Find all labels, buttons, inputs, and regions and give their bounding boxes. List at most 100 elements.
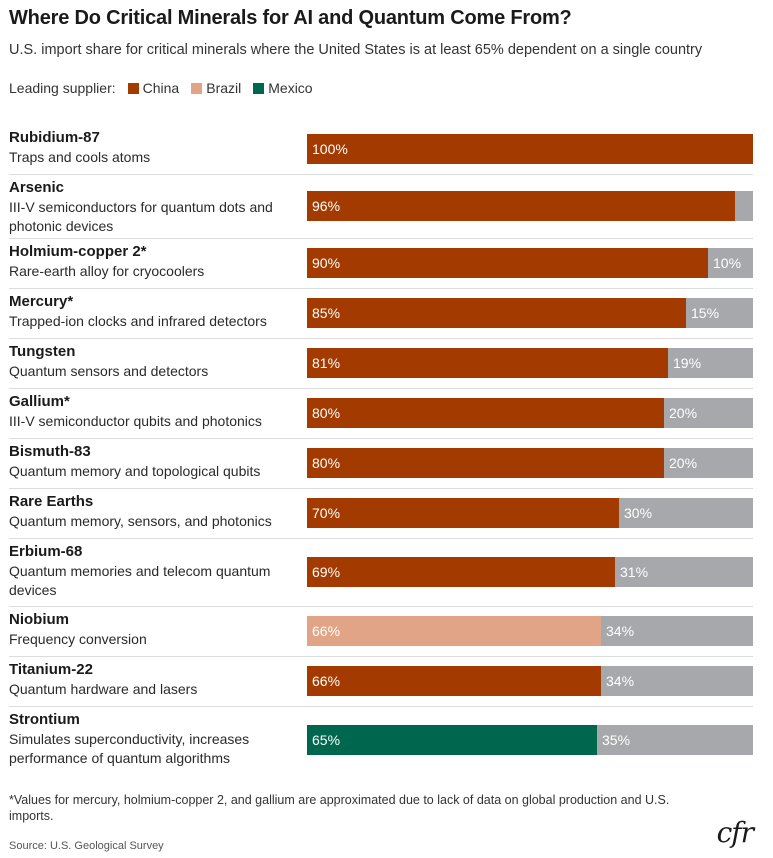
mineral-use: Quantum hardware and lasers — [9, 681, 198, 697]
mineral-name: Niobium — [9, 611, 69, 628]
row-divider — [9, 238, 753, 239]
bar-segment-leading-supplier — [307, 498, 619, 528]
bar-segment-leading-supplier — [307, 191, 735, 221]
mineral-name: Gallium* — [9, 393, 70, 410]
bar-segment-leading-supplier — [307, 557, 615, 587]
mineral-use: Frequency conversion — [9, 631, 147, 647]
legend-swatch-china — [127, 82, 139, 94]
bar-rest-label: 34% — [606, 623, 635, 639]
bar-track: 80% 20% — [307, 398, 753, 428]
bar-segment-leading-supplier — [307, 725, 597, 755]
chart-subtitle: U.S. import share for critical minerals … — [9, 42, 703, 58]
row-divider — [9, 538, 753, 539]
row-divider — [9, 706, 753, 707]
mineral-use: Traps and cools atoms — [9, 149, 151, 165]
chart-row: Tungsten Quantum sensors and detectors 81%… — [0, 338, 773, 388]
mineral-use: Simulates superconductivity, increases p… — [9, 731, 250, 766]
mineral-name: Tungsten — [9, 343, 76, 360]
bar-rest-label: 20% — [669, 455, 698, 471]
bar-segment-leading-supplier — [307, 398, 664, 428]
chart-title: Where Do Critical Minerals for AI and Qu… — [9, 7, 572, 29]
legend-label-china: China — [142, 80, 180, 96]
bar-rest-label: 30% — [624, 505, 653, 521]
mineral-use: Quantum sensors and detectors — [9, 363, 209, 379]
bar-value-label: 69% — [312, 564, 341, 580]
source-note: Source: U.S. Geological Survey — [9, 840, 164, 852]
chart-row: Titanium-22 Quantum hardware and lasers 66… — [0, 656, 773, 706]
chart-row: Niobium Frequency conversion 66% 34% — [0, 606, 773, 656]
bar-track: 81% 19% — [307, 348, 753, 378]
mineral-name: Strontium — [9, 711, 80, 728]
bar-rest-label: 19% — [673, 355, 702, 371]
bar-segment-leading-supplier — [307, 134, 753, 164]
bar-segment-leading-supplier — [307, 298, 686, 328]
mineral-name: Arsenic — [9, 179, 65, 196]
mineral-use: Trapped-ion clocks and infrared detector… — [9, 313, 267, 329]
bar-track: 85% 15% — [307, 298, 753, 328]
bar-rest-label: 34% — [606, 673, 635, 689]
legend-title: Leading supplier: — [9, 80, 116, 96]
bar-rest-label: 35% — [602, 732, 631, 748]
mineral-use: Quantum memory and topological qubits — [9, 463, 261, 479]
bar-segment-leading-supplier — [307, 248, 708, 278]
legend-label-mexico: Mexico — [268, 80, 313, 96]
chart-row: Strontium Simulates superconductivity, in… — [0, 706, 773, 774]
bar-value-label: 65% — [312, 732, 341, 748]
bar-segment-leading-supplier — [307, 616, 601, 646]
footnote: *Values for mercury, holmium-copper 2, a… — [9, 793, 670, 823]
row-divider — [9, 438, 753, 439]
chart-row: Holmium-copper 2* Rare-earth alloy for cr… — [0, 238, 773, 288]
bar-track: 96% — [307, 191, 753, 221]
bar-track: 65% 35% — [307, 725, 753, 755]
bar-segment-leading-supplier — [307, 448, 664, 478]
row-divider — [9, 174, 753, 175]
mineral-use: III-V semiconductors for quantum dots an… — [9, 199, 273, 234]
legend-swatch-mexico — [253, 82, 265, 94]
chart-row: Gallium* III-V semiconductor qubits and p… — [0, 388, 773, 438]
mineral-name: Titanium-22 — [9, 661, 93, 678]
chart-row: Bismuth-83 Quantum memory and topological… — [0, 438, 773, 488]
bar-value-label: 66% — [312, 673, 341, 689]
row-divider — [9, 288, 753, 289]
chart-row: Erbium-68 Quantum memories and telecom qu… — [0, 538, 773, 606]
bar-rest-label: 31% — [620, 564, 649, 580]
cfr-logo: cfr — [716, 816, 754, 849]
mineral-use: Quantum memory, sensors, and photonics — [9, 513, 272, 529]
row-divider — [9, 338, 753, 339]
row-divider — [9, 656, 753, 657]
legend-swatch-brazil — [191, 82, 203, 94]
legend-label-brazil: Brazil — [206, 80, 242, 96]
mineral-name: Erbium-68 — [9, 543, 83, 560]
bar-rest-label: 10% — [713, 255, 742, 271]
bar-segment-leading-supplier — [307, 666, 601, 696]
bar-rest-label: 15% — [691, 305, 720, 321]
chart-row: Rubidium-87 Traps and cools atoms 100% — [0, 124, 773, 174]
bar-track: 80% 20% — [307, 448, 753, 478]
mineral-use: Rare-earth alloy for cryocoolers — [9, 263, 205, 279]
bar-track: 69% 31% — [307, 557, 753, 587]
chart-row: Mercury* Trapped-ion clocks and infrared … — [0, 288, 773, 338]
bar-track: 100% — [307, 134, 753, 164]
row-divider — [9, 488, 753, 489]
chart-row: Arsenic III-V semiconductors for quantum … — [0, 174, 773, 238]
mineral-use: III-V semiconductor qubits and photonics — [9, 413, 262, 429]
mineral-use: Quantum memories and telecom quantum dev… — [9, 563, 271, 598]
legend-item-mexico: Mexico — [253, 80, 313, 96]
legend: Leading supplier: China Brazil Mexico — [9, 80, 325, 96]
legend-item-brazil: Brazil — [191, 80, 241, 96]
chart-row: Rare Earths Quantum memory, sensors, and … — [0, 488, 773, 538]
mineral-name: Rubidium-87 — [9, 129, 100, 146]
bar-track: 66% 34% — [307, 666, 753, 696]
bar-segment-leading-supplier — [307, 348, 668, 378]
row-divider — [9, 606, 753, 607]
mineral-name: Mercury* — [9, 293, 74, 310]
bar-value-label: 85% — [312, 305, 341, 321]
bar-value-label: 100% — [312, 141, 348, 157]
bar-rest-label: 20% — [669, 405, 698, 421]
mineral-name: Bismuth-83 — [9, 443, 91, 460]
bar-track: 90% 10% — [307, 248, 753, 278]
mineral-name: Holmium-copper 2* — [9, 243, 147, 260]
mineral-name: Rare Earths — [9, 493, 94, 510]
bar-track: 70% 30% — [307, 498, 753, 528]
bar-track: 66% 34% — [307, 616, 753, 646]
